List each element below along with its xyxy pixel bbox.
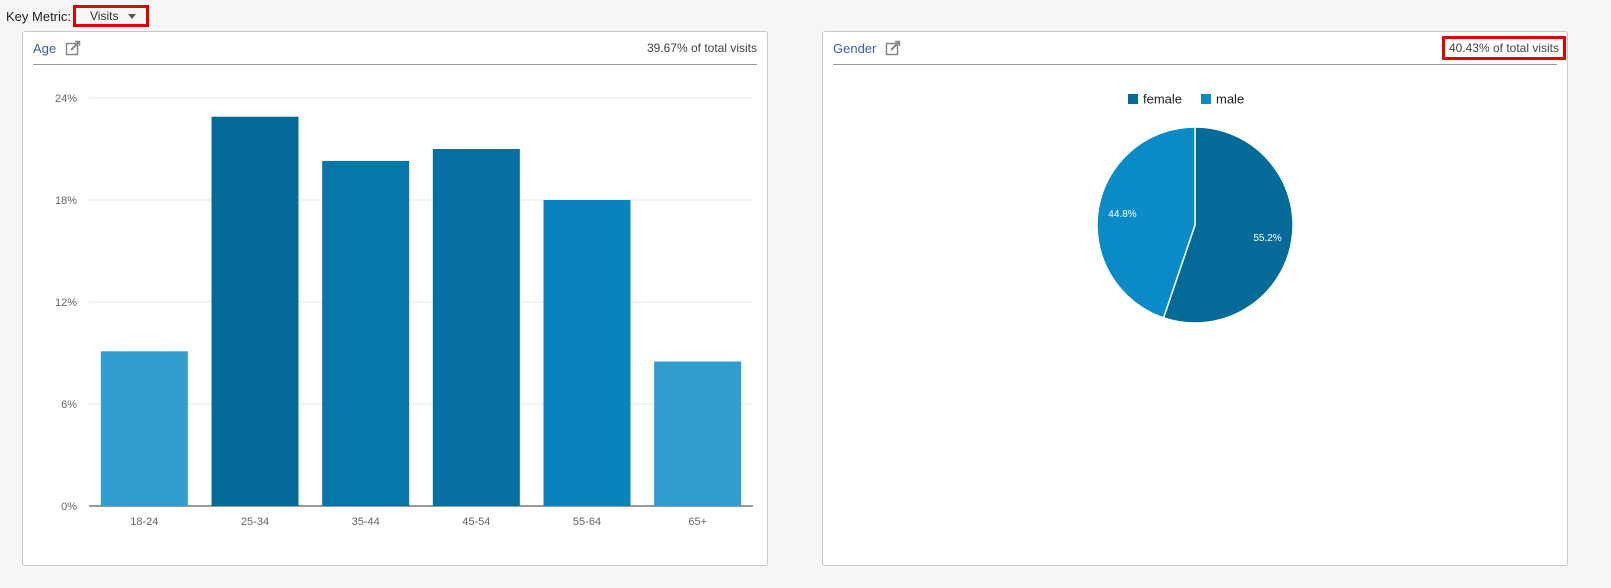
bar-65+ [654, 361, 742, 506]
gender-panel-title: Gender [833, 40, 877, 56]
bar-45-54 [432, 149, 520, 506]
x-tick-label: 45-54 [462, 516, 490, 528]
age-panel-summary: 39.67% of total visits [646, 41, 757, 55]
pie-data-label-male: 44.8% [1108, 209, 1136, 220]
edit-export-icon[interactable] [65, 40, 81, 56]
y-tick-label: 12% [55, 297, 77, 309]
x-tick-label: 18-24 [130, 516, 158, 528]
bar-55-64 [543, 200, 631, 506]
y-tick-label: 6% [61, 399, 77, 411]
age-bar-chart: 0% 6% 12% 18% 24% 18-24 25-34 35-44 45-54 55-64 65… [55, 93, 753, 528]
legend-swatch-male [1201, 94, 1211, 104]
pie-data-label-female: 55.2% [1253, 233, 1281, 244]
age-panel: Age 39.67% of total visits 0% 6% 12% 18% 24%… [22, 31, 768, 566]
bar-18-24 [100, 351, 188, 506]
gender-panel-header: Gender 40.43% of total visits [833, 32, 1566, 65]
legend-label-male: male [1216, 92, 1244, 107]
bar-25-34 [211, 116, 299, 506]
x-tick-label: 65+ [688, 516, 707, 528]
x-tick-label: 55-64 [573, 516, 601, 528]
y-tick-label: 24% [55, 93, 77, 105]
pie-slice-female [1162, 126, 1294, 324]
gender-panel-summary: 40.43% of total visits [1441, 36, 1566, 60]
legend-swatch-female [1128, 94, 1138, 104]
key-metric-label: Key Metric: [6, 8, 72, 24]
age-panel-header: Age 39.67% of total visits [33, 32, 757, 65]
y-tick-label: 0% [61, 501, 77, 513]
x-tick-label: 25-34 [241, 516, 269, 528]
gender-panel: Gender 40.43% of total visits female male… [822, 31, 1568, 566]
y-tick-label: 18% [55, 195, 77, 207]
age-panel-title: Age [33, 40, 57, 56]
key-metric-bar: Key Metric: Visits [6, 5, 150, 27]
pie-slice-male [1096, 126, 1196, 319]
key-metric-dropdown[interactable]: Visits [73, 5, 150, 27]
edit-export-icon[interactable] [885, 40, 901, 56]
gender-pie-chart: female male 55.2% 44.8% [1096, 92, 1294, 324]
key-metric-value: Visits [90, 9, 119, 23]
legend-label-female: female [1143, 92, 1182, 107]
chevron-down-icon [128, 13, 137, 19]
bar-35-44 [322, 160, 410, 506]
x-tick-label: 35-44 [352, 516, 380, 528]
